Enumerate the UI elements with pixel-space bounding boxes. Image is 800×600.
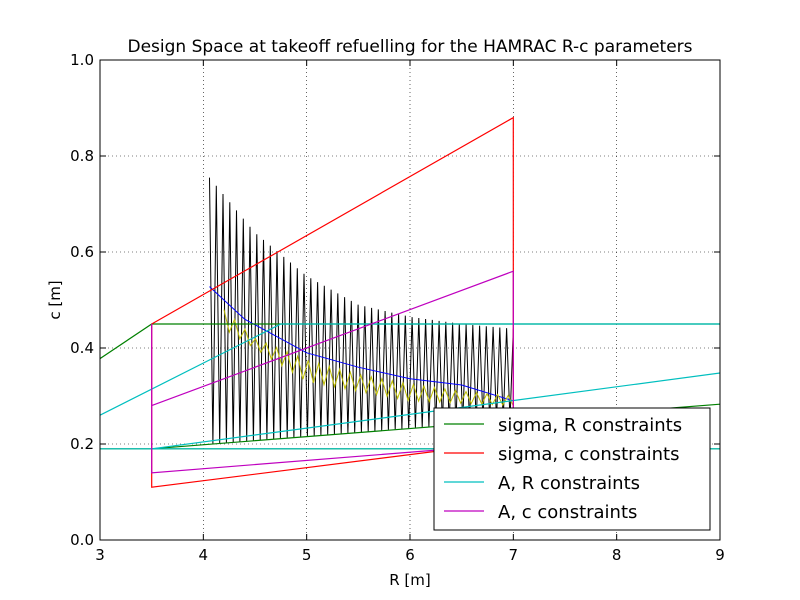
legend: sigma, R constraints sigma, c constraints… (433, 407, 711, 531)
y-tick-label: 0.4 (70, 339, 94, 357)
x-tick-label: 6 (405, 546, 415, 564)
x-tick-label: 3 (95, 546, 105, 564)
unlabeled-curve-1 (209, 286, 514, 402)
chart-title: Design Space at takeoff refuelling for t… (127, 37, 692, 57)
x-tick-label: 9 (715, 546, 725, 564)
legend-label: sigma, R constraints (498, 415, 682, 436)
y-tick-label: 0.2 (70, 435, 94, 453)
x-tick-label: 4 (199, 546, 209, 564)
x-tick-label: 5 (302, 546, 312, 564)
legend-label: A, c constraints (498, 502, 637, 523)
y-tick-label: 0.0 (70, 531, 94, 549)
series-line-2 (100, 323, 720, 416)
x-axis-label: R [m] (389, 571, 431, 589)
legend-frame (433, 407, 711, 531)
y-axis-label: c [m] (46, 280, 64, 319)
y-tick-label: 0.8 (70, 147, 94, 165)
legend-label: A, R constraints (498, 473, 640, 494)
x-tick-label: 8 (612, 546, 622, 564)
legend-label: sigma, c constraints (498, 444, 679, 465)
x-tick-label: 7 (509, 546, 519, 564)
y-tick-label: 1.0 (70, 51, 94, 69)
axis-ticks: 3 4 5 6 7 8 9 0.0 0.2 0.4 0.6 0.8 1.0 (70, 51, 725, 564)
unlabeled-curve-2 (223, 309, 514, 407)
y-tick-label: 0.6 (70, 243, 94, 261)
